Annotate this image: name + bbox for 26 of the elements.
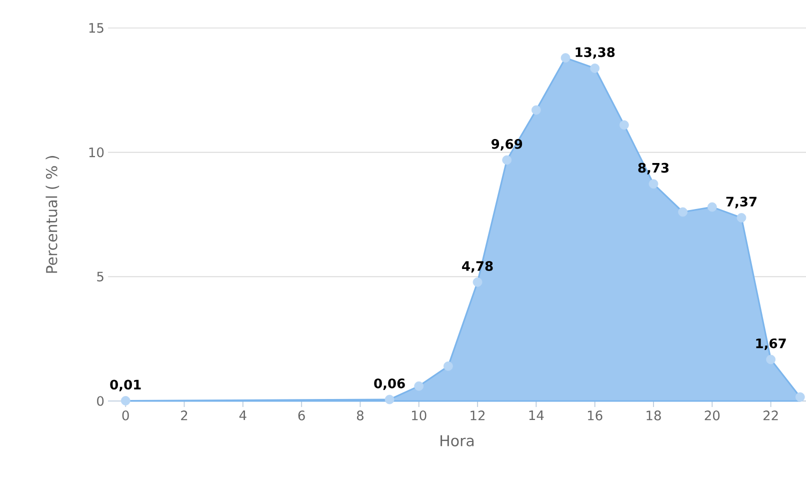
data-label: 13,38 [576,47,615,59]
data-label: 7,37 [726,196,756,208]
y-tick-label: 5 [97,272,104,282]
data-label: 0,01 [110,380,141,392]
x-tick-label: 0 [122,410,129,420]
y-axis-title: Percentual ( % ) [46,156,60,273]
y-tick-label: 10 [89,147,104,158]
x-tick-label: 6 [298,410,305,420]
x-axis-title: Hora [440,435,474,446]
x-tick-label: 16 [588,410,602,420]
x-tick-label: 20 [704,410,720,420]
data-label: 0,06 [374,378,405,390]
y-tick-label: 15 [89,23,104,33]
x-tick-label: 4 [239,410,246,420]
x-tick-label: 12 [470,410,484,420]
x-tick-label: 2 [181,410,188,420]
data-label: 1,67 [756,338,786,350]
x-tick-label: 22 [764,410,778,420]
y-tick-label: 0 [97,396,104,406]
data-label: 9,69 [492,139,522,151]
x-tick-label: 10 [412,410,426,420]
x-tick-label: 8 [356,410,364,420]
x-tick-label: 14 [529,410,544,420]
x-tick-label: 18 [646,410,661,420]
data-label: 4,78 [462,261,493,273]
data-label: 8,73 [638,162,669,174]
